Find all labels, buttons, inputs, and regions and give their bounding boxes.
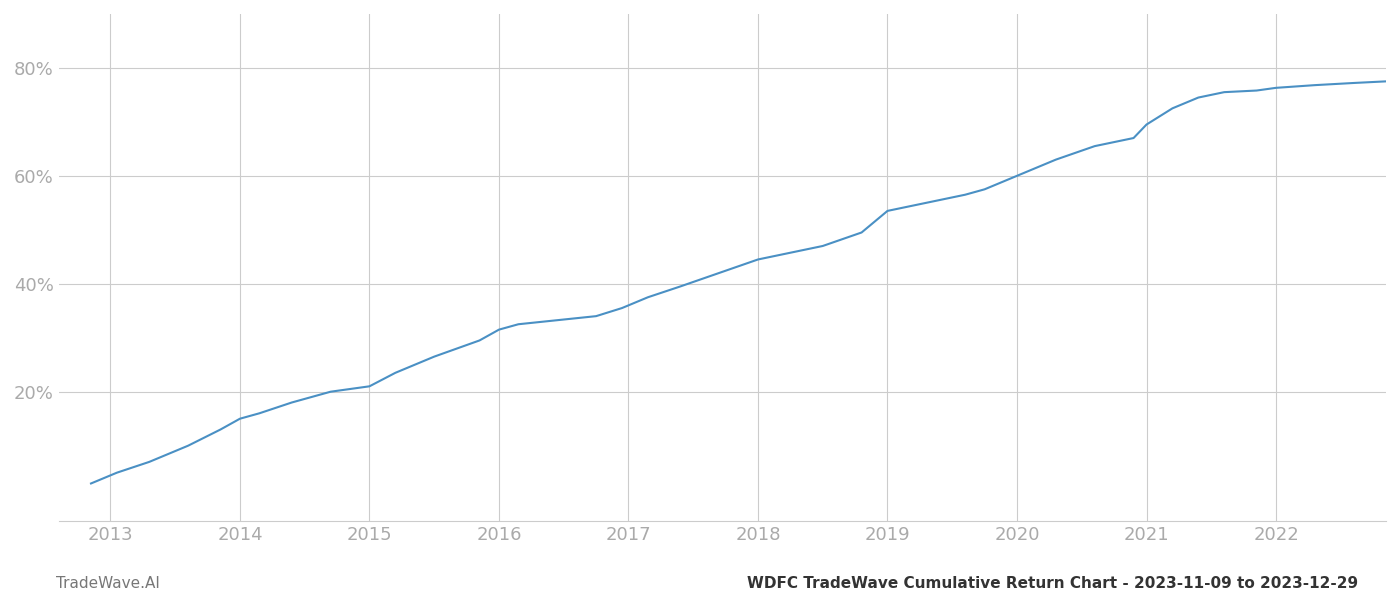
Text: TradeWave.AI: TradeWave.AI	[56, 576, 160, 591]
Text: WDFC TradeWave Cumulative Return Chart - 2023-11-09 to 2023-12-29: WDFC TradeWave Cumulative Return Chart -…	[746, 576, 1358, 591]
